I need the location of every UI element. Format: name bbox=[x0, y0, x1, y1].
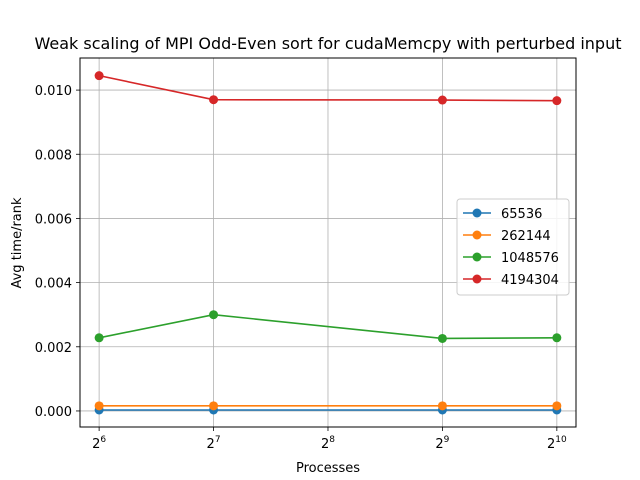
legend-item: 1048576 bbox=[463, 251, 559, 266]
legend-label: 65536 bbox=[501, 207, 542, 222]
data-point bbox=[94, 333, 104, 343]
series-4194304 bbox=[94, 71, 562, 106]
y-tick-label: 0.000 bbox=[35, 405, 72, 420]
data-point bbox=[94, 401, 104, 411]
data-point bbox=[437, 401, 447, 411]
legend-marker bbox=[472, 208, 482, 218]
x-axis-label: Processes bbox=[296, 461, 360, 476]
data-point bbox=[94, 71, 104, 81]
y-tick-label: 0.008 bbox=[35, 148, 72, 163]
legend-marker bbox=[472, 274, 482, 284]
series-line bbox=[98, 313, 557, 340]
x-tick-label: 27 bbox=[207, 435, 221, 452]
legend-label: 4194304 bbox=[501, 273, 559, 288]
y-axis-ticks: 0.000 0.002 0.004 0.006 0.008 0.010 bbox=[35, 84, 80, 420]
x-tick-label: 210 bbox=[547, 435, 567, 452]
legend-item: 65536 bbox=[463, 207, 542, 222]
legend-label: 262144 bbox=[501, 229, 551, 244]
data-point bbox=[437, 333, 447, 343]
legend: 65536 262144 1048576 4194304 bbox=[456, 198, 570, 296]
series-1048576 bbox=[94, 310, 562, 343]
series-line bbox=[98, 74, 557, 102]
series-layer bbox=[94, 71, 562, 415]
data-point bbox=[552, 96, 562, 106]
legend-label: 1048576 bbox=[501, 251, 559, 266]
legend-marker bbox=[472, 252, 482, 262]
legend-item: 262144 bbox=[463, 229, 551, 244]
legend-item: 4194304 bbox=[463, 273, 559, 288]
data-point bbox=[209, 310, 219, 320]
legend-box bbox=[456, 198, 570, 296]
y-axis-label: Avg time/rank bbox=[10, 197, 25, 289]
data-point bbox=[209, 401, 219, 411]
series-262144 bbox=[94, 401, 562, 411]
data-point bbox=[437, 95, 447, 105]
data-point bbox=[552, 401, 562, 411]
data-point bbox=[209, 95, 219, 105]
y-tick-label: 0.010 bbox=[35, 84, 72, 99]
x-tick-label: 26 bbox=[92, 435, 106, 452]
y-tick-label: 0.004 bbox=[35, 277, 72, 292]
x-tick-label: 29 bbox=[435, 435, 449, 452]
x-tick-label: 28 bbox=[321, 435, 335, 452]
legend-marker bbox=[472, 230, 482, 240]
chart-title: Weak scaling of MPI Odd-Even sort for cu… bbox=[35, 34, 622, 53]
y-tick-label: 0.006 bbox=[35, 212, 72, 227]
data-point bbox=[552, 333, 562, 343]
x-axis-ticks: 26 27 28 29 210 bbox=[92, 427, 567, 452]
grid bbox=[80, 58, 576, 427]
y-tick-label: 0.002 bbox=[35, 341, 72, 356]
